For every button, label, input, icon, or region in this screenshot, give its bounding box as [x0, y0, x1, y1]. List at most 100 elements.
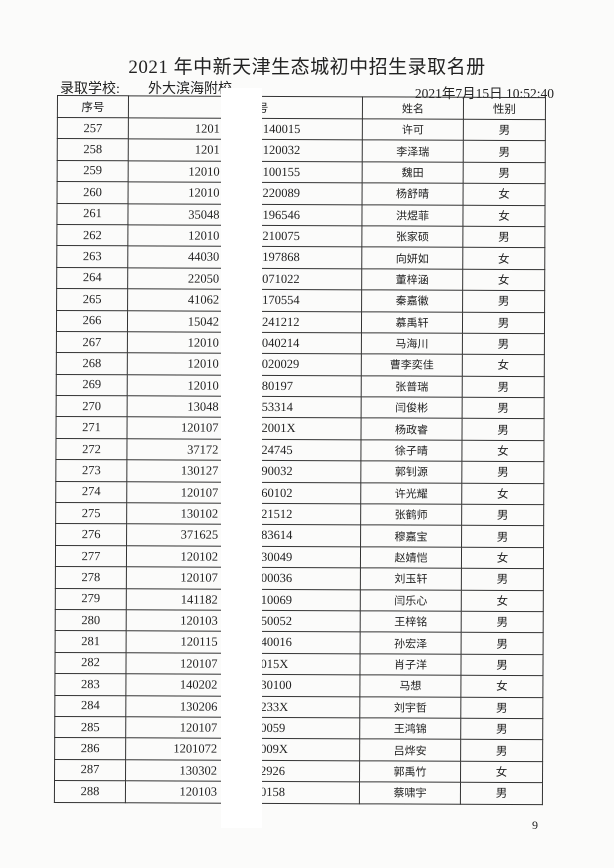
id-prefix: 44030 — [188, 249, 220, 265]
id-suffix: 040214 — [261, 335, 300, 350]
name-cell: 洪煜菲 — [361, 204, 464, 227]
table-row: 267 12010 040214 马海川 男 — [56, 331, 545, 355]
seq-cell: 273 — [55, 459, 127, 482]
id-suffix: 170554 — [262, 293, 300, 308]
id-prefix: 120103 — [180, 613, 218, 628]
seq-cell: 285 — [54, 716, 126, 739]
name-cell: 杨政睿 — [360, 418, 463, 441]
table-row: 284 130206 233X 刘宇哲 男 — [54, 695, 543, 719]
id-prefix: 120115 — [180, 634, 218, 650]
table-row: 259 12010 100155 魏田 男 — [57, 160, 546, 184]
gender-cell: 男 — [460, 739, 543, 762]
name-cell: 孙宏泽 — [360, 632, 462, 655]
gender-cell: 男 — [462, 290, 545, 313]
gender-cell: 男 — [462, 375, 545, 398]
header-gender: 性别 — [463, 97, 546, 120]
table-row: 281 120115 40016 孙宏泽 男 — [55, 630, 544, 655]
seq-cell: 257 — [57, 117, 129, 140]
seq-cell: 278 — [55, 566, 127, 589]
table-row: 286 1201072 009X 吕烨安 男 — [54, 737, 543, 762]
id-prefix: 130102 — [180, 506, 219, 521]
seq-cell: 279 — [55, 588, 127, 610]
id-suffix: 83614 — [261, 528, 293, 543]
seq-cell: 260 — [57, 181, 129, 204]
id-prefix: 120107 — [180, 570, 218, 585]
id-suffix: 30049 — [260, 549, 293, 564]
header-name: 姓名 — [362, 96, 464, 120]
table-row: 287 130302 2926 郭禹竹 女 — [54, 759, 543, 783]
name-cell: 李泽瑞 — [362, 140, 464, 163]
id-suffix: 0158 — [259, 785, 285, 800]
name-cell: 马海川 — [361, 332, 463, 355]
name-cell: 郭禹竹 — [359, 760, 461, 783]
gender-cell: 女 — [460, 760, 543, 783]
id-prefix: 13048 — [187, 399, 219, 414]
table-row: 275 130102 21512 张鹤师 男 — [55, 502, 544, 527]
id-prefix: 141182 — [180, 592, 218, 607]
name-cell: 慕禹轩 — [361, 311, 463, 334]
gender-cell: 男 — [461, 632, 544, 655]
table-row: 270 13048 53314 闫俊彬 男 — [56, 395, 545, 420]
table-row: 269 12010 80197 张普瑞 男 — [56, 374, 545, 398]
redaction-mask — [221, 88, 262, 828]
seq-cell: 275 — [55, 502, 127, 525]
table-row: 260 12010 220089 杨舒晴 女 — [57, 181, 546, 206]
table-row: 258 1201 120032 李泽瑞 男 — [57, 138, 546, 163]
name-cell: 刘玉轩 — [360, 568, 462, 590]
name-cell: 曹李奕佳 — [361, 354, 463, 376]
gender-cell: 男 — [462, 333, 545, 355]
name-cell: 王鸿锦 — [359, 717, 461, 740]
document-title: 2021 年中新天津生态城初中招生录取名册 — [128, 57, 486, 78]
table-row: 283 140202 30100 马想 女 — [54, 673, 543, 698]
id-suffix: 60102 — [261, 485, 293, 500]
id-suffix: 0059 — [260, 720, 286, 735]
seq-cell: 288 — [54, 780, 126, 803]
id-suffix: 233X — [260, 699, 289, 714]
gender-cell: 女 — [462, 247, 545, 270]
name-cell: 赵婧恺 — [360, 546, 462, 569]
table-row: 266 15042 241212 慕禹轩 男 — [56, 310, 545, 334]
id-suffix: 90032 — [261, 464, 293, 479]
table-row: 278 120107 00036 刘玉轩 男 — [55, 566, 544, 591]
id-prefix: 120102 — [180, 549, 219, 564]
gender-cell: 男 — [461, 504, 544, 527]
name-cell: 魏田 — [362, 161, 464, 184]
name-cell: 张普瑞 — [361, 375, 463, 398]
table-row: 282 120107 015X 肖子洋 男 — [54, 652, 544, 676]
name-cell: 张家硕 — [361, 225, 463, 248]
gender-cell: 男 — [463, 119, 546, 142]
seq-cell: 258 — [57, 138, 129, 161]
table-row: 262 12010 210075 张家硕 男 — [56, 224, 545, 248]
id-prefix: 12010 — [187, 356, 219, 372]
seq-cell: 283 — [54, 673, 126, 696]
name-cell: 向妍如 — [361, 247, 463, 270]
gender-cell: 男 — [460, 654, 544, 676]
table-row: 271 120107 2001X 杨政睿 男 — [56, 416, 545, 441]
table-row: 288 120103 0158 蔡啸宇 男 — [54, 780, 543, 805]
gender-cell: 女 — [461, 589, 544, 612]
id-suffix: 009X — [260, 742, 288, 757]
seq-cell: 268 — [56, 352, 128, 375]
id-suffix: 2001X — [261, 421, 296, 436]
name-cell: 张鹤师 — [360, 503, 462, 526]
id-prefix: 12010 — [187, 378, 219, 393]
name-cell: 许光耀 — [360, 482, 462, 505]
id-prefix: 12010 — [187, 335, 219, 350]
id-suffix: 220089 — [262, 186, 301, 201]
id-suffix: 30100 — [260, 678, 292, 693]
id-prefix: 12010 — [188, 164, 220, 179]
seq-cell: 270 — [56, 395, 128, 418]
id-suffix: 53314 — [261, 399, 293, 415]
seq-cell: 261 — [56, 203, 129, 225]
seq-cell: 277 — [55, 545, 127, 568]
name-cell: 闫乐心 — [360, 589, 462, 612]
table-row: 276 371625 83614 穆嘉宝 男 — [55, 523, 544, 548]
id-prefix: 130127 — [180, 463, 219, 478]
id-suffix: 50052 — [260, 613, 292, 629]
table-row: 268 12010 020029 曹李奕佳 女 — [56, 352, 545, 377]
seq-cell: 284 — [54, 695, 126, 717]
id-suffix: 00036 — [260, 571, 293, 586]
gender-cell: 男 — [461, 611, 544, 634]
seq-cell: 262 — [56, 224, 128, 247]
